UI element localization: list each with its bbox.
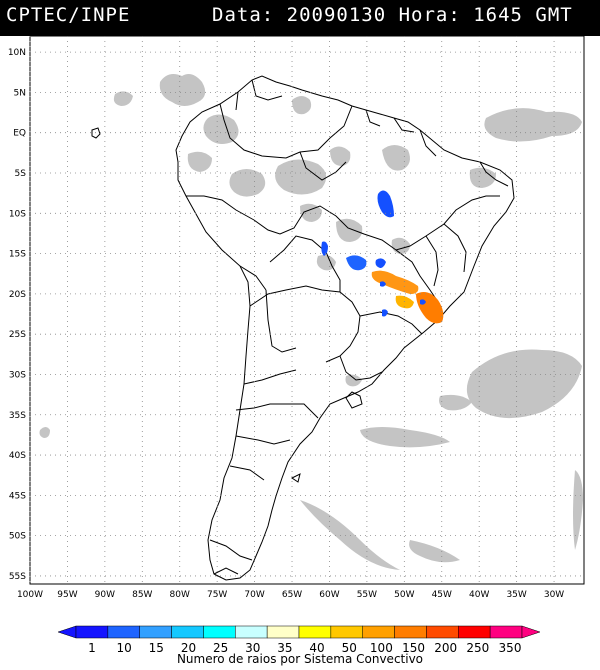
colorbar-tick-label: 20 — [181, 641, 196, 654]
lon-label: 55W — [357, 590, 377, 600]
convective-cells — [321, 190, 444, 324]
title-bar: CPTEC/INPE Data: 20090130 Hora: 1645 GMT — [0, 0, 600, 36]
colorbar-tick-label: 30 — [245, 641, 260, 654]
lat-label: 45S — [9, 491, 26, 501]
latitude-labels: 10N 5N EQ 5S 10S 15S 20S 25S 30S 35S 40S 45S 50S 55S — [8, 48, 26, 582]
colorbar-swatch — [489, 625, 523, 639]
colorbar: 1 10 15 20 25 30 35 40 50 100 150 200 250 350 — [57, 625, 541, 654]
lon-label: 100W — [17, 590, 43, 600]
colorbar-tick-label: 40 — [309, 641, 324, 654]
colorbar-swatch — [298, 625, 332, 639]
colorbar-caption: Numero de raios por Sistema Convectivo — [176, 652, 424, 666]
lon-label: 70W — [244, 590, 264, 600]
lon-label: 75W — [207, 590, 227, 600]
lat-label: 10N — [8, 48, 26, 58]
colorbar-tick-label: 150 — [402, 641, 425, 654]
longitude-labels: 100W 95W 90W 85W 80W 75W 70W 65W 60W 55W 50W 45W 40W… — [17, 590, 564, 600]
colorbar-swatches — [57, 625, 541, 639]
lat-label: 20S — [9, 290, 26, 300]
lat-label: 40S — [9, 451, 26, 461]
colorbar-swatch — [139, 625, 172, 639]
colorbar-swatch — [458, 625, 491, 639]
colorbar-tick-label: 100 — [370, 641, 393, 654]
map-panel: 10N5NEQ5S10S15S20S25S30S35S40S45S50S55S … — [8, 35, 585, 600]
colorbar-swatch — [107, 625, 140, 639]
colorbar-swatch — [171, 625, 204, 639]
colorbar-tick-labels: 1 10 15 20 25 30 35 40 50 100 150 200 250 350 — [88, 641, 521, 654]
colorbar-swatch — [362, 625, 395, 639]
lat-label: 5N — [14, 88, 26, 98]
lon-label: 35W — [506, 590, 526, 600]
lon-label: 85W — [132, 590, 152, 600]
colorbar-min-arrow — [57, 625, 77, 639]
lon-label: 65W — [282, 590, 302, 600]
colorbar-swatch — [426, 625, 459, 639]
lon-label: 45W — [432, 590, 452, 600]
lon-label: 90W — [95, 590, 115, 600]
colorbar-swatch — [394, 625, 427, 639]
colorbar-swatch — [235, 625, 268, 639]
colorbar-tick-label: 15 — [149, 641, 164, 654]
colorbar-tick-label: 35 — [277, 641, 292, 654]
lat-label: 5S — [15, 169, 27, 179]
lat-label: 55S — [9, 572, 26, 582]
lat-label: 25S — [9, 330, 26, 340]
lon-label: 60W — [319, 590, 339, 600]
source-label: CPTEC/INPE — [6, 4, 131, 26]
lon-label: 30W — [544, 590, 564, 600]
cloud-cover — [39, 74, 583, 570]
colorbar-tick-label: 50 — [342, 641, 357, 654]
datetime-label: Data: 20090130 Hora: 1645 GMT — [212, 4, 573, 26]
coastline — [91, 75, 515, 581]
colorbar-tick-label: 10 — [117, 641, 132, 654]
colorbar-tick-label: 250 — [466, 641, 489, 654]
lat-label: 50S — [9, 532, 26, 542]
lat-label: EQ — [13, 129, 26, 139]
colorbar-tick-label: 1 — [88, 641, 96, 654]
lat-label: 30S — [9, 370, 26, 380]
lon-label: 50W — [394, 590, 414, 600]
colorbar-swatch — [75, 625, 109, 639]
colorbar-max-arrow — [521, 625, 541, 639]
lat-label: 15S — [9, 250, 26, 260]
colorbar-tick-label: 25 — [213, 641, 228, 654]
lat-label: 35S — [9, 411, 26, 421]
colorbar-swatch — [203, 625, 236, 639]
lon-label: 40W — [469, 590, 489, 600]
lat-label: 10S — [9, 209, 26, 219]
lon-label: 80W — [170, 590, 190, 600]
colorbar-swatch — [266, 625, 300, 639]
colorbar-swatch — [330, 625, 363, 639]
lon-label: 95W — [57, 590, 77, 600]
colorbar-tick-label: 350 — [499, 641, 522, 654]
colorbar-tick-label: 200 — [434, 641, 457, 654]
